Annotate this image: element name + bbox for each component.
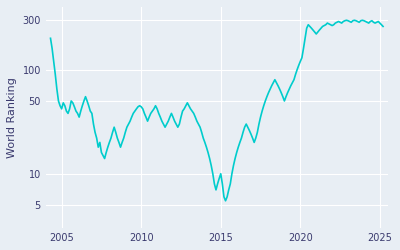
Y-axis label: World Ranking: World Ranking: [7, 77, 17, 158]
